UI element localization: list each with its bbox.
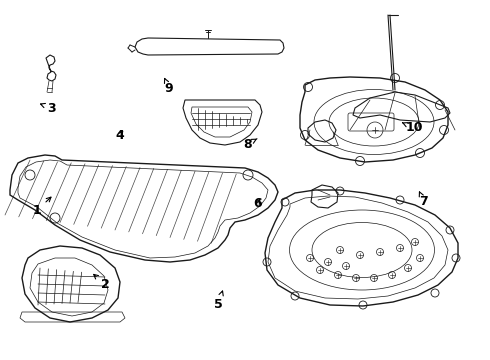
Text: 9: 9 bbox=[165, 78, 173, 95]
Text: 1: 1 bbox=[32, 197, 51, 217]
Text: 6: 6 bbox=[253, 197, 262, 210]
Text: 2: 2 bbox=[94, 274, 110, 291]
Text: 3: 3 bbox=[41, 102, 56, 114]
Text: 8: 8 bbox=[243, 138, 257, 150]
Text: 10: 10 bbox=[402, 121, 423, 134]
Text: 4: 4 bbox=[116, 129, 124, 141]
Text: 5: 5 bbox=[214, 291, 223, 311]
Text: 7: 7 bbox=[419, 192, 428, 208]
